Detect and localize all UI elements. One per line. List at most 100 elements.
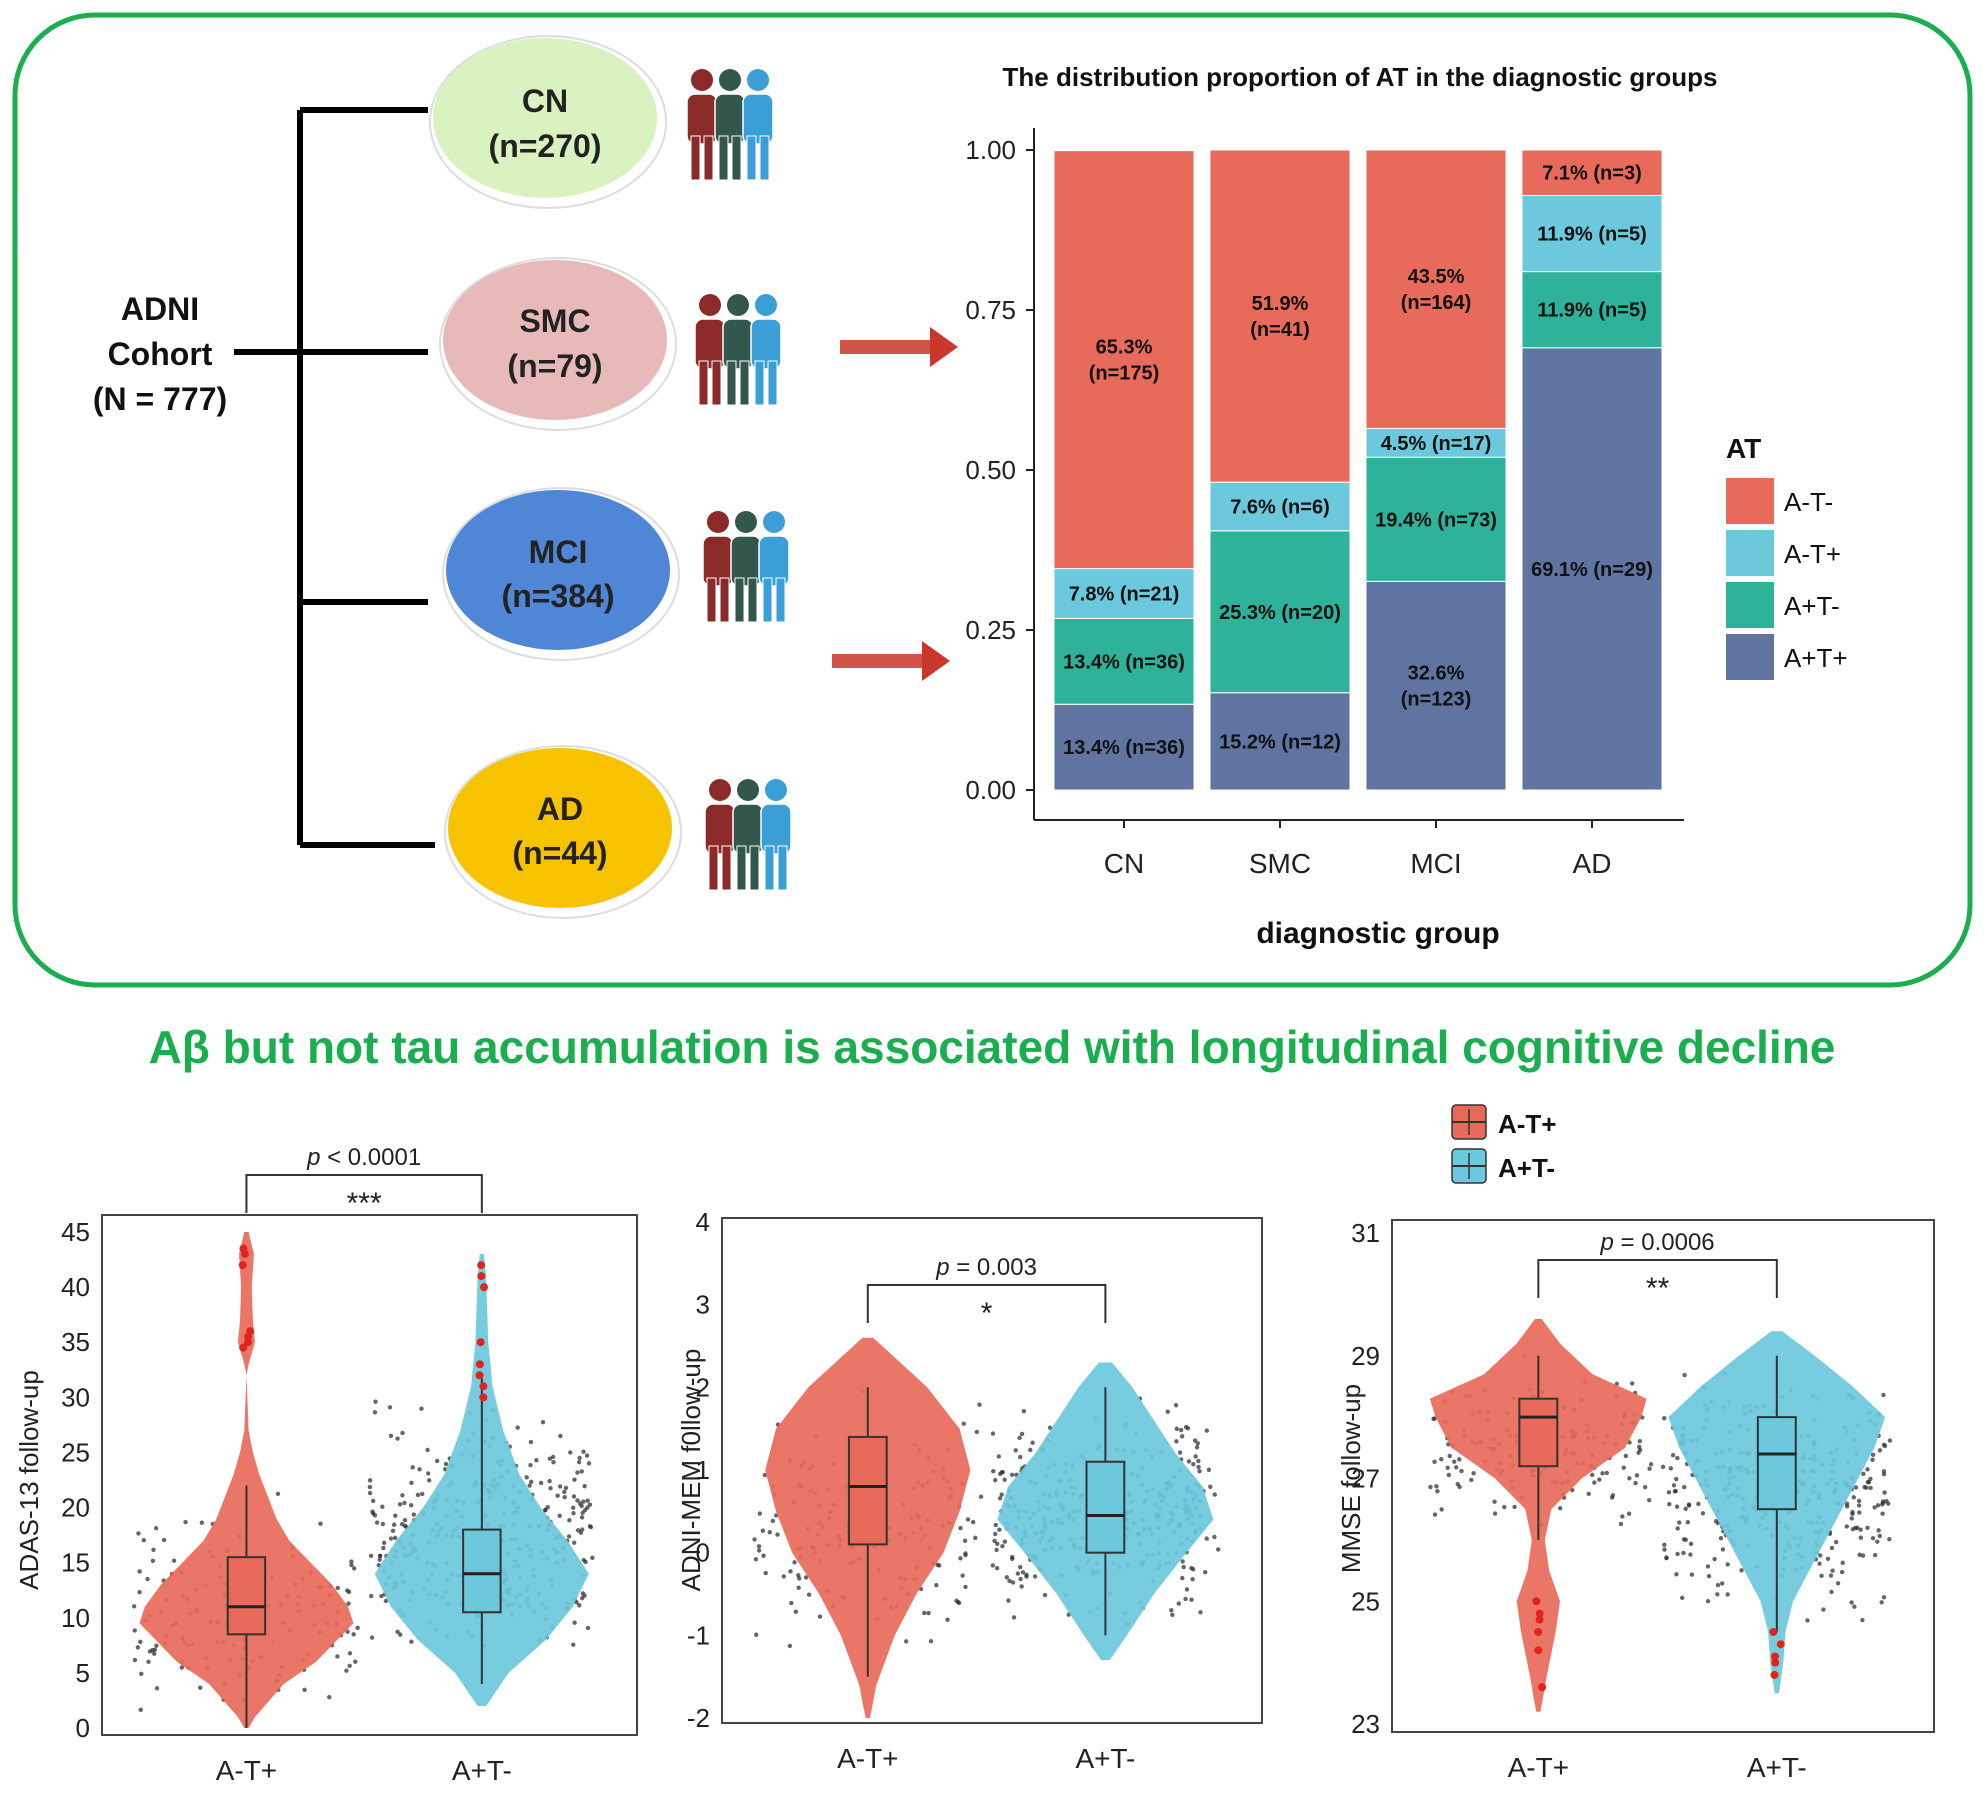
outlier-point	[1538, 1683, 1547, 1692]
y-tick-label: -2	[687, 1703, 710, 1733]
x-tick-label: A+T-	[452, 1755, 512, 1786]
y-tick-label: 10	[61, 1603, 90, 1633]
outlier-point	[1770, 1670, 1779, 1679]
bar-chart-xlabel: diagnostic group	[1256, 917, 1499, 950]
group-ad: AD (n=44)	[444, 745, 682, 919]
headline: Aβ but not tau accumulation is associate…	[149, 1021, 1836, 1073]
significance-bracket	[245, 1174, 483, 1213]
y-tick-label: 35	[61, 1327, 90, 1357]
x-tick-label: A-T+	[1508, 1752, 1569, 1783]
y-tick-label: 0.75	[965, 295, 1016, 325]
legend-label: A+T-	[1784, 591, 1840, 621]
significance-stars: **	[1646, 1272, 1670, 1305]
outlier-point	[239, 1343, 248, 1352]
violin-shape	[139, 1232, 354, 1728]
y-tick-label: 23	[1351, 1709, 1380, 1739]
y-tick-label: 45	[61, 1217, 90, 1247]
bar-segment	[1053, 617, 1195, 705]
y-tick-label: 0.50	[965, 455, 1016, 485]
legend-label: A-T-	[1784, 487, 1833, 517]
legend-swatch	[1726, 582, 1774, 628]
y-tick-label: 20	[61, 1493, 90, 1523]
group-name-mci: MCI	[529, 534, 588, 570]
people-icon	[702, 511, 790, 623]
x-tick-label: A+T-	[1747, 1752, 1807, 1783]
legend-label: A+T-	[1498, 1153, 1555, 1183]
data-label: 7.6% (n=6)	[1230, 496, 1329, 518]
people-icon	[704, 779, 792, 891]
y-tick-label: 15	[61, 1548, 90, 1578]
bar-segment	[1521, 194, 1663, 273]
bar-segment	[1209, 481, 1351, 532]
group-name-smc: SMC	[519, 303, 590, 339]
violin-panel: 23 25 27 29 31 A-T+ A+T- MMSE follow-up p = 0.00…	[1336, 1218, 1935, 1783]
group-count-mci: (n=384)	[502, 578, 615, 614]
y-axis-label: MMSE follow-up	[1336, 1384, 1366, 1573]
bar-segment	[1521, 347, 1663, 791]
y-tick-label: 1	[696, 1455, 710, 1485]
x-tick-label: A+T-	[1075, 1743, 1135, 1774]
box	[1518, 1397, 1559, 1468]
y-tick-label: 0.25	[965, 615, 1016, 645]
y-axis-label: ADAS-13 follow-up	[14, 1370, 44, 1590]
y-tick-label: 29	[1351, 1341, 1380, 1371]
data-label: (n=175)	[1089, 363, 1160, 385]
group-oval-smc	[443, 260, 667, 420]
y-tick-label: 27	[1351, 1464, 1380, 1494]
x-tick-label: CN	[1104, 848, 1144, 879]
y-tick-label: 3	[696, 1290, 710, 1320]
people-icon	[694, 294, 782, 406]
data-label: (n=123)	[1401, 689, 1472, 711]
outlier-point	[1535, 1615, 1544, 1624]
x-tick-label: A-T+	[216, 1755, 277, 1786]
outlier-point	[477, 1272, 486, 1281]
p-value: p = 0.003	[935, 1254, 1037, 1281]
cohort-tree	[234, 107, 435, 848]
outlier-point	[1534, 1646, 1543, 1655]
data-label: 7.1% (n=3)	[1542, 163, 1641, 185]
y-axis-label: ADNI-MEM f0llow-up	[676, 1349, 706, 1592]
bar-segment	[1365, 456, 1507, 582]
bar-segment	[1209, 149, 1351, 483]
y-tick-label: 0	[696, 1538, 710, 1568]
data-label: 4.5% (n=17)	[1381, 433, 1492, 455]
bar-segment	[1209, 530, 1351, 694]
group-count-ad: (n=44)	[512, 835, 607, 871]
outlier-point	[475, 1360, 484, 1369]
bar-chart-title: The distribution proportion of AT in the…	[1003, 62, 1718, 92]
x-tick-label: AD	[1573, 848, 1612, 879]
y-tick-label: 40	[61, 1272, 90, 1302]
data-label: (n=41)	[1250, 319, 1309, 341]
significance-bracket	[1537, 1259, 1778, 1298]
data-label: 11.9% (n=5)	[1537, 224, 1647, 246]
data-label: (n=164)	[1401, 292, 1472, 314]
legend-title: AT	[1726, 433, 1761, 464]
bar-segment	[1053, 150, 1195, 570]
legend-swatch	[1726, 634, 1774, 680]
cohort-title-line3: (N = 777)	[93, 381, 227, 417]
y-tick-label: 0.00	[965, 775, 1016, 805]
violin-panel: 0 5 10 15 20 25 30 35 40 45 A-T+ A+T- ADAS-13 follow…	[14, 1144, 638, 1786]
group-name-ad: AD	[537, 791, 583, 827]
outlier-point	[1534, 1627, 1543, 1636]
data-label: 25.3% (n=20)	[1219, 602, 1341, 624]
data-label: 65.3%	[1096, 337, 1153, 359]
bar-segment	[1053, 568, 1195, 619]
data-label: 7.8% (n=21)	[1069, 584, 1180, 606]
cohort-title-line2: Cohort	[108, 336, 213, 372]
outlier-point	[1535, 1609, 1544, 1618]
group-oval-mci	[446, 490, 670, 650]
x-tick-label: A-T+	[837, 1743, 898, 1774]
outlier-point	[239, 1244, 248, 1253]
legend-swatch	[1726, 530, 1774, 576]
bar-segment	[1521, 271, 1663, 349]
group-name-cn: CN	[522, 83, 568, 119]
p-value: p < 0.0001	[306, 1144, 421, 1171]
legend-label: A+T+	[1784, 643, 1848, 673]
x-tick-label: MCI	[1410, 848, 1461, 879]
box	[1756, 1416, 1797, 1511]
outlier-point	[1771, 1658, 1780, 1667]
y-tick-label: 31	[1351, 1218, 1380, 1248]
data-label: 32.6%	[1408, 663, 1465, 685]
